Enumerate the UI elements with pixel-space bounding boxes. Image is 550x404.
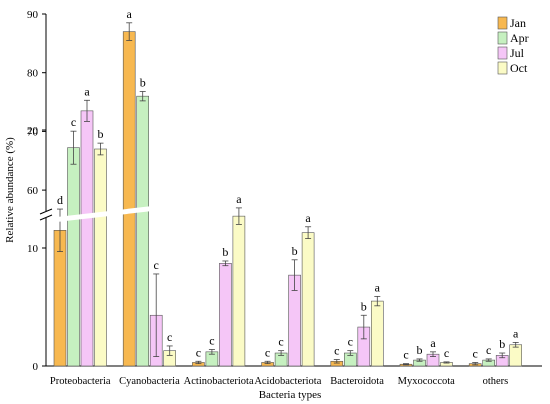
- bar: [232, 215, 246, 367]
- significance-letter: c: [278, 335, 283, 349]
- significance-letter: b: [140, 75, 146, 89]
- legend-label: Apr: [510, 31, 529, 45]
- significance-letter: c: [167, 330, 172, 344]
- y-axis-title: Relative abundance (%): [4, 137, 16, 243]
- significance-letter: a: [305, 211, 311, 225]
- significance-letter: a: [236, 192, 242, 206]
- legend-label: Jul: [510, 46, 525, 60]
- y-axis-break-mark-2: [39, 208, 53, 215]
- y-tick-label: 0: [33, 361, 39, 373]
- x-tick-label: Myxococcota: [398, 376, 455, 387]
- significance-letter: b: [98, 127, 104, 141]
- y-tick-label: 20: [27, 125, 39, 137]
- significance-letter: a: [84, 84, 90, 98]
- legend-label: Jan: [510, 16, 526, 30]
- x-tick-label: Proteobacteria: [50, 376, 111, 387]
- significance-letter: b: [499, 337, 505, 351]
- bar: [80, 110, 94, 367]
- significance-letter: c: [348, 335, 353, 349]
- significance-letter: b: [222, 245, 228, 259]
- x-axis-title: Bacteria types: [259, 389, 322, 401]
- y-ticks: 0 10 20 60 70 80 90: [27, 9, 46, 373]
- significance-letter: b: [417, 343, 423, 357]
- bar-break-band: [48, 204, 170, 223]
- bar: [370, 300, 384, 367]
- legend-swatch: [497, 16, 508, 30]
- significance-letter: c: [403, 348, 408, 362]
- significance-letter: c: [71, 115, 76, 129]
- x-tick-label: Actinobacteriota: [184, 376, 254, 387]
- significance-letter: a: [375, 280, 381, 294]
- y-tick-label: 80: [27, 68, 39, 80]
- bar: [301, 232, 315, 367]
- x-tick-label: Cyanobacteria: [119, 376, 180, 387]
- significance-letter: c: [265, 345, 270, 359]
- significance-letter: a: [127, 7, 133, 21]
- x-tick-label: Acidobacteriota: [254, 376, 321, 387]
- x-tick-label: Bacteroidota: [330, 376, 384, 387]
- y-tick-label: 90: [27, 9, 39, 21]
- x-tick-label: others: [483, 376, 509, 387]
- y-tick-label: 60: [27, 185, 39, 197]
- x-ticks: Proteobacteria Cyanobacteria Actinobacteri…: [50, 376, 508, 387]
- bar: [67, 147, 80, 367]
- significance-letter: c: [154, 258, 159, 272]
- legend-label: Oct: [510, 61, 528, 75]
- significance-letter: c: [196, 345, 201, 359]
- significance-letter: b: [361, 299, 367, 313]
- y-axis: [39, 14, 53, 366]
- significance-letter: c: [444, 346, 449, 360]
- bar: [122, 31, 136, 367]
- bar: [509, 344, 523, 367]
- legend-swatch: [497, 46, 508, 60]
- bar: [219, 263, 232, 367]
- y-axis-break-mark-1: [39, 214, 53, 221]
- significance-letter: c: [486, 343, 491, 357]
- significance-letter: a: [513, 326, 519, 340]
- y-tick-label: 70: [27, 126, 39, 138]
- significance-letter: d: [57, 193, 63, 207]
- bar: [94, 148, 107, 367]
- significance-letter: a: [430, 336, 436, 350]
- significance-letter: b: [292, 244, 298, 258]
- legend-swatch: [497, 61, 508, 75]
- significance-letter: c: [473, 346, 478, 360]
- significance-letter: c: [209, 333, 214, 347]
- bar: [136, 95, 149, 367]
- significance-letter: c: [334, 344, 339, 358]
- y-tick-label: 10: [27, 243, 39, 255]
- axis-break-band: [48, 204, 170, 223]
- legend-swatch: [497, 31, 508, 45]
